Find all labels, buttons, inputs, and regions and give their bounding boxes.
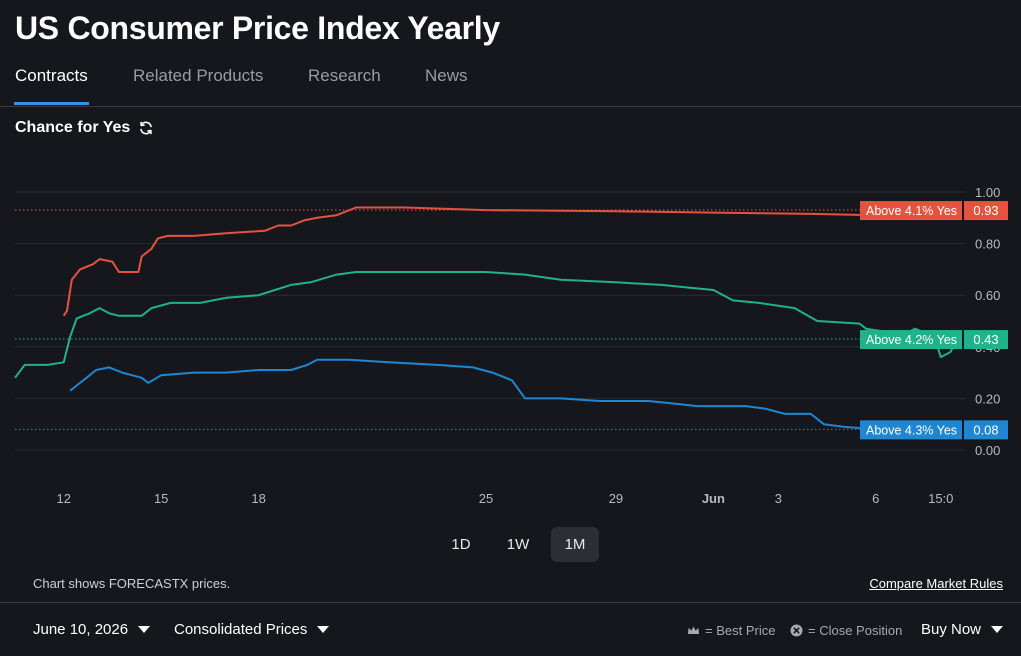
tab-research[interactable]: Research — [308, 66, 381, 85]
range-1d-button[interactable]: 1D — [451, 536, 471, 553]
x-axis-ticks: 12 15 18 25 29 Jun 3 6 15:0 — [56, 491, 953, 506]
best-price-legend-text: = Best Price — [705, 623, 776, 638]
series-end-label: Above 4.2% Yes 0.43 — [860, 330, 1008, 350]
series-line-1 — [14, 271, 958, 379]
chart-series — [14, 206, 958, 431]
x-tick-label: 29 — [609, 491, 623, 506]
date-dropdown[interactable]: June 10, 2026 — [33, 621, 151, 638]
best-price-legend: = Best Price — [687, 623, 775, 638]
y-tick-label: 0.60 — [975, 288, 1000, 303]
price-mode-dropdown[interactable]: Consolidated Prices — [174, 621, 330, 638]
series-value-box — [964, 420, 1008, 440]
refresh-icon[interactable] — [138, 120, 154, 136]
series-value-label: 0.43 — [973, 332, 998, 347]
tab-related-products[interactable]: Related Products — [133, 66, 264, 85]
series-value-box — [964, 330, 1008, 350]
y-tick-label: 0.20 — [975, 391, 1000, 406]
tab-contracts[interactable]: Contracts — [15, 66, 88, 85]
series-name-box — [860, 201, 962, 221]
bottom-toolbar: June 10, 2026 Consolidated Prices = Best… — [0, 602, 1021, 656]
series-line-2 — [69, 358, 928, 431]
series-name-label: Above 4.2% Yes — [866, 333, 957, 347]
tab-news[interactable]: News — [425, 66, 468, 85]
series-name-label: Above 4.3% Yes — [866, 423, 957, 437]
x-tick-label: 12 — [56, 491, 70, 506]
chevron-down-icon — [138, 626, 151, 633]
crown-icon — [688, 626, 699, 634]
close-circle-icon — [790, 624, 803, 637]
chevron-down-icon — [317, 626, 330, 633]
chart-header: Chance for Yes — [15, 119, 154, 137]
x-tick-label: 15 — [154, 491, 168, 506]
x-tick-label: 15:0 — [928, 491, 953, 506]
series-value-box — [964, 201, 1008, 221]
tab-bar: Contracts Related Products Research News — [0, 60, 1021, 107]
y-axis-ticks: 1.000.800.600.400.200.00 — [975, 185, 1000, 458]
close-position-legend-text: = Close Position — [808, 623, 903, 638]
chart-grid — [15, 191, 965, 451]
series-name-box — [860, 420, 962, 440]
date-value: June 10, 2026 — [33, 621, 129, 638]
y-tick-label: 0.00 — [975, 443, 1000, 458]
page-title: US Consumer Price Index Yearly — [15, 10, 500, 46]
y-tick-label: 0.80 — [975, 237, 1000, 252]
buy-now-dropdown[interactable]: Buy Now — [921, 621, 1003, 638]
series-value-label: 0.93 — [973, 203, 998, 218]
range-1w-button[interactable]: 1W — [506, 536, 530, 553]
range-1m-button[interactable]: 1M — [551, 527, 599, 562]
compare-market-rules-link[interactable]: Compare Market Rules — [869, 576, 1003, 591]
series-end-label: Above 4.3% Yes 0.08 — [860, 420, 1008, 440]
close-position-legend: = Close Position — [790, 623, 902, 638]
range-selector: 1D 1W 1M — [0, 527, 1021, 563]
x-tick-label: Jun — [702, 491, 725, 506]
x-tick-label: 6 — [872, 491, 879, 506]
y-tick-label: 1.00 — [975, 185, 1000, 200]
buy-now-label: Buy Now — [920, 621, 981, 638]
series-line-0 — [62, 206, 954, 317]
price-chart: 1.000.800.600.400.200.00 1215182529Jun36… — [14, 185, 1008, 506]
series-value-label: 0.08 — [973, 422, 998, 437]
x-tick-label: 18 — [251, 491, 265, 506]
series-end-label: Above 4.1% Yes 0.93 — [860, 201, 1008, 221]
chance-for-yes-label: Chance for Yes — [15, 119, 131, 136]
price-mode-value: Consolidated Prices — [174, 621, 308, 638]
x-tick-label: 25 — [479, 491, 493, 506]
series-name-label: Above 4.1% Yes — [866, 204, 957, 218]
active-tab-indicator — [14, 102, 89, 105]
series-name-box — [860, 330, 962, 350]
x-tick-label: 3 — [775, 491, 782, 506]
chart-footnote: Chart shows FORECASTX prices. — [33, 576, 231, 591]
chevron-down-icon — [991, 626, 1003, 633]
